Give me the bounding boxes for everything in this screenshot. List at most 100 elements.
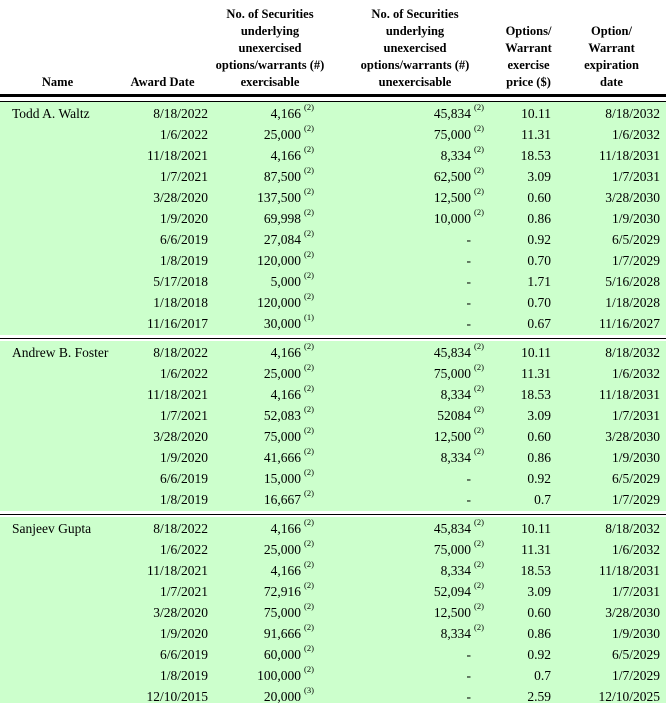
- name-cell: Andrew B. Foster: [12, 344, 109, 360]
- unexercisable-cell: 8,334 (2): [330, 383, 500, 403]
- exercisable-footnote: (2): [304, 579, 314, 590]
- exercisable-cell: 4,166 (2): [210, 517, 330, 537]
- unexercisable-footnote: (2): [474, 143, 484, 154]
- exercisable-footnote: (2): [304, 269, 314, 280]
- section-separator: [0, 335, 666, 341]
- exercisable-cell: 4,166 (2): [210, 383, 330, 403]
- unexercisable-footnote: (2): [474, 164, 484, 175]
- unexercisable-cell: 75,000 (2): [330, 362, 500, 382]
- exercisable-cell: 52,083 (2): [210, 404, 330, 424]
- expiration-date-cell: 1/9/2030: [611, 449, 660, 465]
- exercise-price-cell: 0.60: [527, 604, 551, 620]
- exercise-price-cell: 3.09: [527, 407, 551, 423]
- unexercisable-value: 8,334: [440, 449, 471, 465]
- exercisable-value: 20,000: [263, 688, 301, 703]
- exercise-price-cell: 0.86: [527, 625, 551, 641]
- exercisable-value: 25,000: [263, 541, 301, 557]
- exercise-price-cell: 0.92: [527, 231, 551, 247]
- table-header-row: Name Award Date No. of Securities underl…: [0, 0, 666, 97]
- table-row: 1/8/2019 120,000 (2) - 0.70 1/7/2029: [0, 249, 666, 271]
- unexercisable-value: 52084: [437, 407, 471, 423]
- exercisable-footnote: (1): [304, 311, 314, 322]
- exercisable-value: 4,166: [270, 562, 301, 578]
- table-row: Todd A. Waltz 8/18/2022 4,166 (2) 45,834…: [0, 102, 666, 124]
- exercisable-cell: 4,166 (2): [210, 341, 330, 361]
- exercisable-cell: 87,500 (2): [210, 165, 330, 185]
- exercisable-footnote: (2): [304, 185, 314, 196]
- unexercisable-value: 75,000: [433, 541, 471, 557]
- award-date-cell: 1/7/2021: [159, 407, 208, 423]
- exercisable-footnote: (2): [304, 621, 314, 632]
- exercisable-value: 25,000: [263, 126, 301, 142]
- exercisable-footnote: (2): [304, 558, 314, 569]
- unexercisable-value: 8,334: [440, 562, 471, 578]
- exercisable-cell: 41,666 (2): [210, 446, 330, 466]
- exercisable-cell: 69,998 (2): [210, 207, 330, 227]
- exercisable-value: 27,084: [263, 231, 301, 247]
- unexercisable-footnote: (2): [474, 185, 484, 196]
- exercisable-cell: 100,000 (2): [210, 664, 330, 684]
- expiration-date-cell: 6/5/2029: [611, 470, 660, 486]
- unexercisable-footnote: (2): [474, 122, 484, 133]
- unexercisable-value: -: [466, 252, 472, 268]
- unexercisable-footnote: [471, 664, 496, 680]
- expiration-date-cell: 1/7/2031: [611, 168, 660, 184]
- expiration-date-cell: 1/7/2029: [611, 491, 660, 507]
- table-row: 1/7/2021 72,916 (2) 52,094 (2) 3.09 1/7/…: [0, 579, 666, 602]
- exercise-price-cell: 11.31: [521, 126, 551, 142]
- exercise-price-cell: 0.70: [527, 252, 551, 268]
- exercisable-footnote: (2): [304, 466, 314, 477]
- table-row: 1/6/2022 25,000 (2) 75,000 (2) 11.31 1/6…: [0, 537, 666, 560]
- exercisable-footnote: (2): [304, 537, 314, 548]
- exercise-price-cell: 10.11: [521, 105, 551, 121]
- exercisable-value: 60,000: [263, 646, 301, 662]
- award-date-cell: 1/9/2020: [159, 449, 208, 465]
- award-date-cell: 11/18/2021: [146, 386, 208, 402]
- expiration-date-cell: 6/5/2029: [611, 646, 660, 662]
- header-rule-gap: [0, 97, 666, 101]
- unexercisable-footnote: (2): [474, 403, 484, 414]
- unexercisable-value: 8,334: [440, 147, 471, 163]
- expiration-date-cell: 3/28/2030: [605, 189, 660, 205]
- unexercisable-footnote: (2): [474, 579, 484, 590]
- award-date-cell: 11/18/2021: [146, 562, 208, 578]
- award-date-cell: 1/18/2018: [153, 294, 208, 310]
- unexercisable-cell: 45,834 (2): [330, 517, 500, 537]
- exercisable-value: 4,166: [270, 344, 301, 360]
- unexercisable-value: 75,000: [433, 126, 471, 142]
- separator-line: [0, 337, 666, 339]
- exercisable-footnote: (2): [304, 445, 314, 456]
- exercisable-value: 5,000: [270, 273, 301, 289]
- unexercisable-footnote: [471, 228, 496, 244]
- exercise-price-cell: 3.09: [527, 583, 551, 599]
- table-row: Andrew B. Foster 8/18/2022 4,166 (2) 45,…: [0, 341, 666, 363]
- section-separator: [0, 511, 666, 517]
- table-row: 1/9/2020 41,666 (2) 8,334 (2) 0.86 1/9/2…: [0, 445, 666, 468]
- unexercisable-cell: -: [330, 274, 500, 290]
- exercisable-value: 69,998: [263, 210, 301, 226]
- expiration-date-cell: 6/5/2029: [611, 231, 660, 247]
- unexercisable-cell: 45,834 (2): [330, 102, 500, 122]
- exercisable-value: 15,000: [263, 470, 301, 486]
- exercisable-value: 25,000: [263, 365, 301, 381]
- unexercisable-cell: 8,334 (2): [330, 559, 500, 579]
- expiration-date-cell: 11/16/2027: [598, 315, 660, 331]
- exercisable-value: 87,500: [263, 168, 301, 184]
- award-date-cell: 11/16/2017: [146, 315, 208, 331]
- exercisable-cell: 27,084 (2): [210, 228, 330, 248]
- unexercisable-footnote: (2): [474, 537, 484, 548]
- exercisable-value: 4,166: [270, 147, 301, 163]
- unexercisable-footnote: (2): [474, 445, 484, 456]
- exercisable-value: 16,667: [263, 491, 301, 507]
- header-award-date: Award Date: [130, 75, 195, 89]
- exercisable-cell: 72,916 (2): [210, 580, 330, 600]
- exercisable-cell: 120,000 (2): [210, 249, 330, 269]
- exercisable-footnote: (2): [304, 290, 314, 301]
- unexercisable-cell: -: [330, 295, 500, 311]
- table-row: Sanjeev Gupta 8/18/2022 4,166 (2) 45,834…: [0, 517, 666, 539]
- exercisable-cell: 60,000 (2): [210, 643, 330, 663]
- separator-line: [0, 513, 666, 515]
- table-row: 1/8/2019 100,000 (2) - 0.7 1/7/2029: [0, 664, 666, 686]
- table-row: 3/28/2020 75,000 (2) 12,500 (2) 0.60 3/2…: [0, 601, 666, 623]
